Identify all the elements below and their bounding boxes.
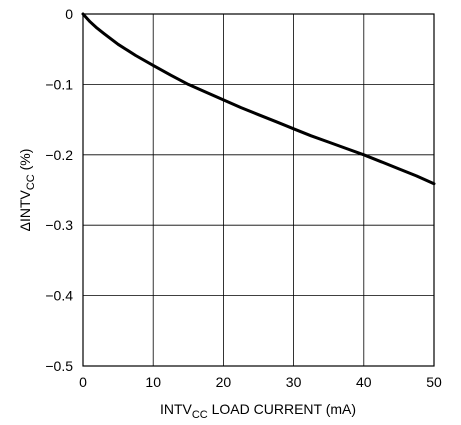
x-axis-title: INTVCC LOAD CURRENT (mA) [160,401,356,421]
y-tick-label: −0.5 [45,358,73,374]
y-axis-title-suffix: (%) [17,149,33,175]
series-line [81,12,436,186]
y-tick-label: −0.1 [45,76,73,92]
x-axis-title-subscript: CC [192,409,208,421]
x-tick-label: 20 [216,374,232,390]
plot-frame [82,13,435,367]
tick-labels: 0 10 20 30 40 50 0 −0.1 −0.2 −0.3 −0.4 −0.5 [45,6,442,390]
y-axis-title-subscript: CC [25,174,37,190]
x-axis-title-suffix: LOAD CURRENT (mA) [208,401,356,417]
y-tick-label: −0.3 [45,217,73,233]
x-tick-label: 30 [286,374,302,390]
plot-background [83,14,434,366]
x-tick-label: 0 [79,374,87,390]
y-tick-label: −0.2 [45,147,73,163]
y-axis-title: ΔINTVCC (%) [17,149,37,232]
x-tick-label: 40 [356,374,372,390]
x-axis-title-prefix: INTV [160,401,193,417]
y-axis-title-prefix: ΔINTV [17,190,33,232]
y-tick-label: −0.4 [45,288,73,304]
series-layer [81,12,436,186]
x-tick-label: 10 [145,374,161,390]
y-tick-label: 0 [65,6,73,22]
x-tick-label: 50 [426,374,442,390]
